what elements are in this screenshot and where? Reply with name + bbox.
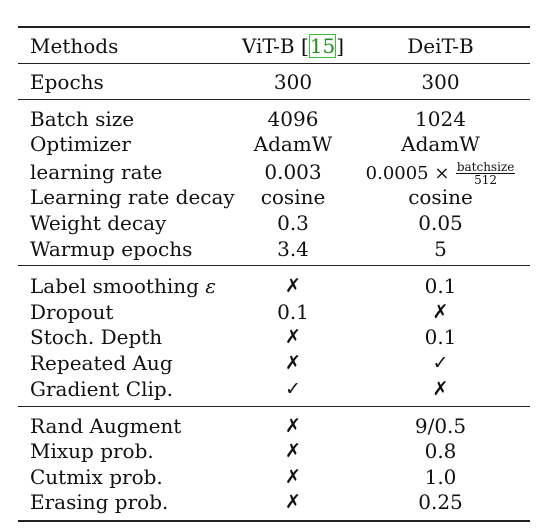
bottom-rule bbox=[18, 520, 530, 522]
row-label: Warmup epochs bbox=[30, 237, 193, 261]
vit-value: 4096 bbox=[267, 107, 319, 131]
table-row: Label smoothing ε ✗ 0.1 bbox=[18, 273, 530, 299]
header-rule bbox=[18, 63, 530, 64]
epsilon-symbol: ε bbox=[205, 274, 216, 298]
table-row: Epochs 300 300 bbox=[18, 69, 530, 95]
deit-value: 5 bbox=[434, 237, 447, 261]
row-label: Weight decay bbox=[30, 211, 167, 235]
table-row: Rand Augment ✗ 9/0.5 bbox=[18, 413, 530, 439]
row-label: Batch size bbox=[30, 107, 135, 131]
vit-value: AdamW bbox=[253, 132, 333, 156]
row-label: Repeated Aug bbox=[30, 351, 173, 375]
deit-value: cosine bbox=[408, 185, 473, 209]
table-row: Repeated Aug ✗ ✓ bbox=[18, 350, 530, 376]
vit-value: ✓ bbox=[285, 378, 301, 400]
row-label: Epochs bbox=[30, 70, 104, 94]
row-label: Mixup prob. bbox=[30, 439, 154, 463]
header-row: Methods ViT-B [15] DeiT-B bbox=[18, 33, 530, 59]
deit-value: ✗ bbox=[432, 301, 449, 323]
section-rule bbox=[18, 99, 530, 100]
table-row: Optimizer AdamW AdamW bbox=[18, 131, 530, 157]
vit-value: cosine bbox=[260, 185, 326, 209]
deit-value: 1.0 bbox=[424, 465, 457, 489]
table-row: Weight decay 0.3 0.05 bbox=[18, 210, 530, 236]
vit-value: 0.3 bbox=[277, 211, 309, 235]
row-label: Label smoothing ε bbox=[30, 273, 216, 299]
vit-value: 0.1 bbox=[277, 300, 309, 324]
vit-value: ✗ bbox=[285, 326, 301, 348]
table-row: Mixup prob. ✗ 0.8 bbox=[18, 438, 530, 464]
citation-link[interactable]: 15 bbox=[308, 34, 337, 58]
deit-value: 0.1 bbox=[424, 325, 457, 349]
top-rule bbox=[18, 26, 530, 28]
table-row: learning rate 0.003 0.0005 × batchsize 51… bbox=[18, 159, 530, 187]
lr-fraction: batchsize 512 bbox=[455, 160, 516, 187]
row-label: Erasing prob. bbox=[30, 490, 169, 514]
table-row: Dropout 0.1 ✗ bbox=[18, 299, 530, 325]
vit-value: ✗ bbox=[285, 275, 301, 297]
section-rule bbox=[18, 265, 530, 266]
deit-value: 1024 bbox=[415, 107, 466, 131]
deit-value: 0.25 bbox=[418, 490, 463, 514]
lr-fraction-numerator: batchsize bbox=[455, 160, 516, 174]
table-row: Gradient Clip. ✓ ✗ bbox=[18, 376, 530, 402]
lr-formula-prefix: 0.0005 × bbox=[365, 163, 450, 184]
deit-value: 0.05 bbox=[418, 211, 463, 235]
row-label: Optimizer bbox=[30, 132, 131, 156]
deit-value: AdamW bbox=[401, 132, 480, 156]
deit-value: 9/0.5 bbox=[414, 414, 467, 438]
lr-fraction-denominator: 512 bbox=[474, 173, 498, 187]
row-label: Gradient Clip. bbox=[30, 377, 174, 401]
section-rule bbox=[18, 406, 530, 407]
vit-value: ✗ bbox=[285, 466, 301, 488]
table-row: Warmup epochs 3.4 5 bbox=[18, 236, 530, 262]
row-label: Cutmix prob. bbox=[30, 465, 163, 489]
row-label: Stoch. Depth bbox=[30, 325, 163, 349]
row-label-text: Label smoothing bbox=[30, 274, 199, 298]
vit-value: ✗ bbox=[285, 352, 301, 374]
citation-close: ] bbox=[336, 34, 345, 58]
header-methods: Methods bbox=[30, 34, 119, 58]
citation-open: [ bbox=[301, 34, 309, 58]
header-vit-label: ViT-B bbox=[241, 34, 295, 58]
vit-value: ✗ bbox=[285, 491, 301, 513]
vit-value: ✗ bbox=[285, 415, 301, 437]
deit-value: 0.0005 × batchsize 512 bbox=[363, 159, 518, 187]
row-label: Rand Augment bbox=[30, 414, 182, 438]
deit-value: 0.8 bbox=[424, 439, 457, 463]
row-label: Learning rate decay bbox=[30, 185, 235, 209]
table-row: Batch size 4096 1024 bbox=[18, 106, 530, 132]
deit-value: ✗ bbox=[432, 378, 449, 400]
vit-value: 300 bbox=[273, 70, 313, 94]
deit-value: 300 bbox=[421, 70, 460, 94]
deit-value: ✓ bbox=[432, 352, 449, 374]
table-row: Learning rate decay cosine cosine bbox=[18, 184, 530, 210]
row-label: learning rate bbox=[30, 160, 163, 184]
table-row: Erasing prob. ✗ 0.25 bbox=[18, 489, 530, 515]
table-row: Cutmix prob. ✗ 1.0 bbox=[18, 464, 530, 490]
row-label: Dropout bbox=[30, 300, 114, 324]
deit-value: 0.1 bbox=[424, 274, 457, 298]
header-vit: ViT-B [15] bbox=[218, 33, 368, 59]
table-row: Stoch. Depth ✗ 0.1 bbox=[18, 324, 530, 350]
vit-value: ✗ bbox=[285, 440, 301, 462]
vit-value: 3.4 bbox=[277, 237, 309, 261]
header-deit: DeiT-B bbox=[407, 34, 474, 58]
vit-value: 0.003 bbox=[264, 160, 322, 184]
